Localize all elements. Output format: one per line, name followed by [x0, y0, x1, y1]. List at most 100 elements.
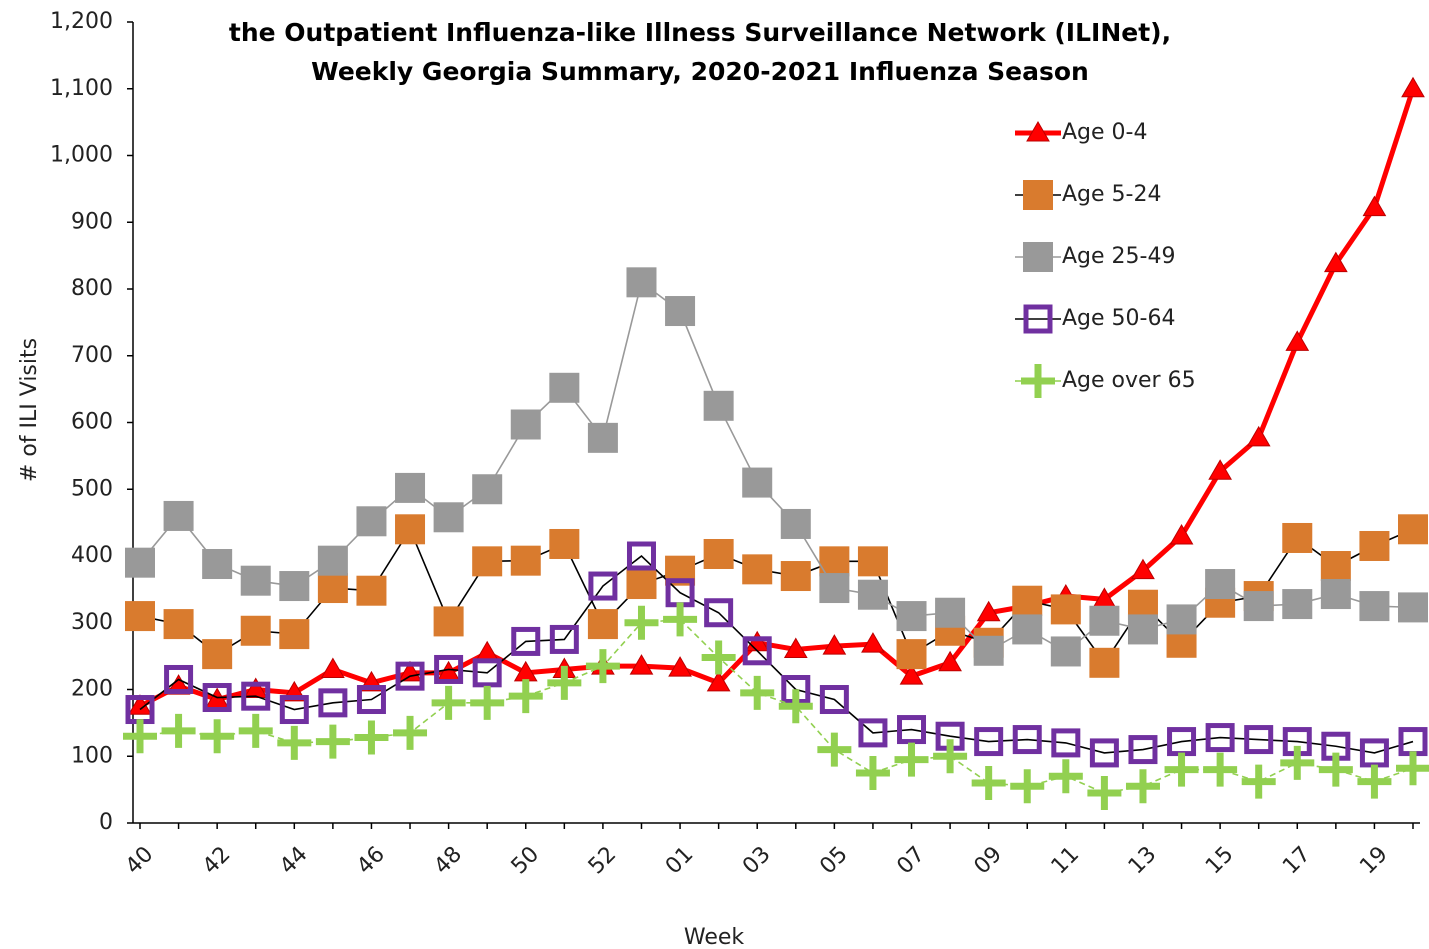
marker — [1166, 604, 1197, 635]
marker — [1089, 647, 1120, 678]
marker — [587, 422, 618, 453]
x-tick-label: 19 — [1355, 842, 1392, 879]
marker — [354, 720, 389, 755]
series-line — [138, 87, 1416, 709]
x-tick-label: 15 — [1201, 842, 1238, 879]
marker — [279, 695, 309, 725]
marker — [1362, 195, 1387, 217]
marker — [1050, 594, 1081, 625]
x-tick-label: 01 — [661, 842, 698, 879]
marker — [549, 624, 579, 654]
marker — [1241, 764, 1276, 799]
marker — [549, 372, 580, 403]
marker — [393, 715, 428, 750]
marker — [470, 685, 505, 720]
marker — [1401, 76, 1425, 98]
marker — [356, 575, 387, 606]
marker — [1087, 775, 1122, 810]
marker — [974, 727, 1004, 757]
y-tick-label: 500 — [71, 476, 113, 501]
marker — [626, 569, 657, 600]
marker — [1089, 738, 1119, 768]
marker — [511, 626, 541, 656]
y-axis-title: # of ILI Visits — [17, 338, 42, 482]
marker — [1244, 725, 1274, 755]
marker — [356, 506, 387, 537]
marker — [896, 639, 927, 670]
marker — [1010, 769, 1045, 804]
marker — [703, 390, 734, 421]
marker — [123, 719, 157, 754]
marker — [279, 571, 310, 602]
marker — [778, 689, 813, 724]
marker — [1131, 558, 1155, 580]
marker — [817, 732, 852, 767]
marker — [703, 538, 734, 569]
marker — [163, 609, 194, 640]
marker — [317, 573, 348, 604]
marker — [1205, 569, 1236, 600]
series-line — [139, 280, 1414, 653]
y-tick-label: 300 — [71, 610, 113, 635]
marker — [894, 742, 929, 777]
marker — [1318, 752, 1353, 787]
x-tick-label: 03 — [738, 842, 775, 879]
marker — [433, 502, 464, 533]
marker — [1359, 591, 1390, 622]
marker — [819, 685, 849, 715]
marker — [243, 677, 268, 698]
marker — [279, 619, 310, 650]
marker — [125, 601, 155, 632]
marker — [780, 561, 811, 592]
legend-label: Age 5-24 — [1062, 182, 1161, 207]
legend-label: Age 50-64 — [1062, 306, 1175, 331]
marker — [1320, 579, 1351, 610]
marker — [1396, 751, 1429, 786]
marker — [549, 528, 580, 559]
marker — [433, 606, 464, 637]
marker — [742, 467, 773, 498]
marker — [321, 657, 345, 678]
marker — [819, 573, 850, 604]
series-line — [139, 554, 1414, 754]
x-tick-label: 05 — [815, 842, 852, 879]
marker — [973, 635, 1004, 666]
marker — [1127, 614, 1158, 645]
marker — [629, 654, 654, 675]
marker — [398, 660, 422, 682]
marker — [434, 654, 464, 684]
x-tick-label: 40 — [121, 842, 158, 879]
marker — [200, 719, 235, 754]
marker — [475, 640, 500, 662]
marker — [1012, 725, 1042, 755]
legend-marker — [1023, 180, 1053, 210]
marker — [238, 713, 273, 748]
y-tick-label: 100 — [71, 743, 113, 768]
marker — [1282, 589, 1313, 620]
marker — [202, 683, 232, 713]
marker — [277, 725, 312, 760]
marker — [742, 636, 772, 666]
marker — [701, 640, 736, 675]
y-tick-label: 200 — [71, 677, 113, 702]
marker — [1205, 723, 1235, 753]
marker — [163, 500, 194, 531]
x-tick-label: 48 — [430, 842, 467, 879]
marker — [1050, 636, 1081, 667]
marker — [971, 765, 1006, 800]
marker — [510, 545, 541, 576]
y-tick-label: 400 — [71, 543, 113, 568]
marker — [510, 409, 541, 440]
x-tick-label: 09 — [970, 842, 1007, 879]
marker — [1051, 728, 1081, 758]
marker — [318, 688, 348, 718]
x-tick-label: 42 — [198, 842, 235, 879]
x-tick-label: 50 — [507, 842, 544, 879]
marker — [431, 685, 466, 720]
x-tick-label: 17 — [1278, 842, 1315, 879]
marker — [472, 474, 503, 505]
marker — [1323, 251, 1348, 273]
marker — [1203, 752, 1238, 787]
marker — [1169, 523, 1194, 545]
marker — [395, 661, 425, 691]
